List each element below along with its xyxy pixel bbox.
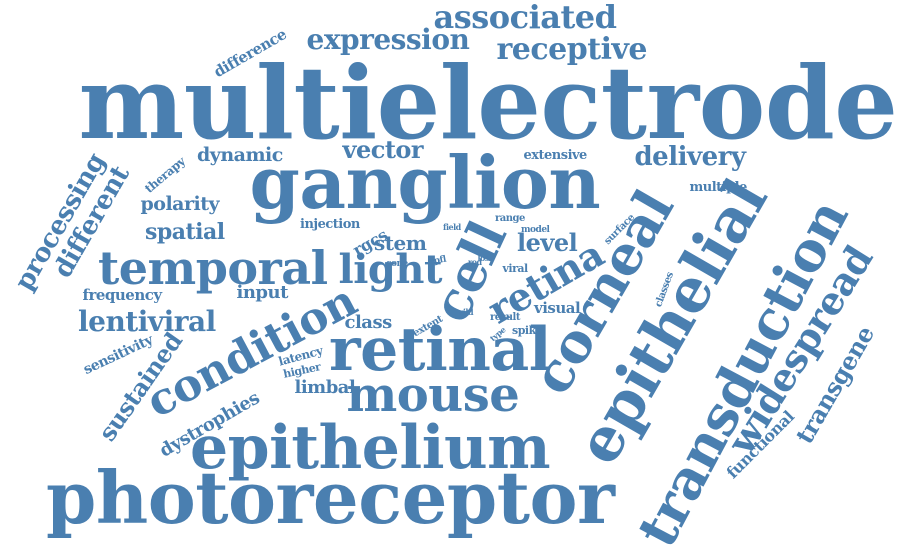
word-expression: expression: [306, 23, 470, 56]
word-rod: rod: [468, 257, 482, 267]
word-input: input: [236, 282, 289, 303]
word-retinal: retinal: [329, 315, 552, 385]
word-lentiviral: lentiviral: [78, 305, 216, 338]
word-result: result: [490, 312, 520, 323]
word-vector: vector: [342, 135, 424, 164]
word-cone: cone: [386, 258, 408, 269]
word-class: class: [344, 312, 393, 333]
word-epithelium: epithelium: [190, 413, 551, 483]
word-injection: injection: [300, 216, 360, 232]
word-associated: associated: [433, 0, 618, 36]
word-mouse: mouse: [346, 367, 520, 423]
word-multielectrode: multielectrode: [78, 44, 898, 162]
word-receptive: receptive: [496, 32, 648, 67]
word-delivery: delivery: [634, 142, 746, 172]
word-multiple: multiple: [689, 179, 748, 195]
word-spatial: spatial: [145, 219, 225, 245]
word-level: level: [517, 228, 578, 257]
word-viral: viral: [502, 261, 529, 275]
word-field: field: [443, 222, 461, 232]
word-loss: loss: [477, 253, 494, 263]
word-wild: wild: [456, 307, 474, 317]
word-spike: spike: [512, 323, 543, 337]
word-extensive: extensive: [523, 147, 588, 163]
word-photoreceptor: photoreceptor: [46, 455, 615, 540]
word-ganglion: ganglion: [249, 140, 601, 225]
word-light: light: [338, 246, 443, 293]
word-visual: visual: [534, 298, 581, 317]
word-stem: stem: [374, 231, 427, 255]
word-range: range: [495, 213, 525, 224]
word-limbal: limbal: [294, 377, 356, 398]
word-polarity: polarity: [140, 192, 220, 215]
word-temporal: temporal: [98, 241, 328, 295]
word-dynamic: dynamic: [197, 143, 283, 166]
word-model: model: [521, 224, 550, 235]
word-frequency: frequency: [82, 285, 163, 304]
